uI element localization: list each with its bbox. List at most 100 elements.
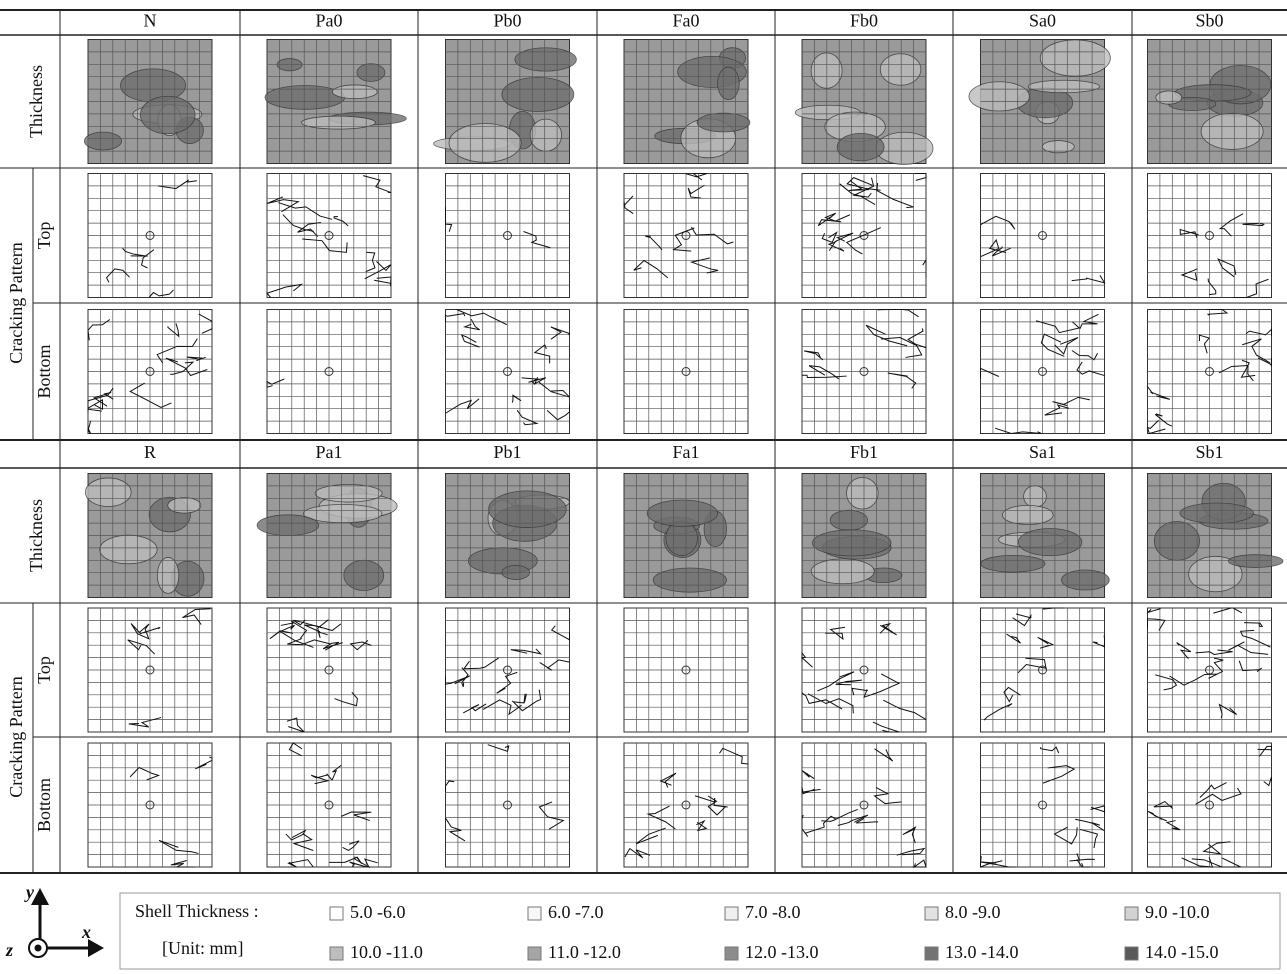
thickness-map bbox=[85, 474, 212, 598]
column-header: Sa0 bbox=[1029, 11, 1056, 31]
legend-label: 13.0 -14.0 bbox=[945, 942, 1019, 962]
contour bbox=[515, 48, 576, 71]
contour bbox=[1154, 521, 1199, 560]
legend-box bbox=[120, 893, 1280, 969]
crack-map bbox=[267, 174, 391, 298]
thickness-map bbox=[446, 474, 570, 598]
contour bbox=[357, 64, 385, 82]
legend-swatch bbox=[925, 907, 938, 920]
contour bbox=[1228, 555, 1282, 568]
column-header: Pa1 bbox=[316, 442, 343, 462]
legend-label: 11.0 -12.0 bbox=[548, 942, 621, 962]
legend-swatch bbox=[925, 947, 938, 960]
contour bbox=[1018, 529, 1082, 556]
contour bbox=[647, 500, 717, 526]
legend-swatch bbox=[330, 907, 343, 920]
thickness-map bbox=[624, 474, 748, 598]
crack-map bbox=[624, 310, 748, 434]
legend-swatch bbox=[1125, 947, 1138, 960]
thickness-map bbox=[795, 40, 933, 165]
legend-label: 7.0 -8.0 bbox=[745, 902, 801, 922]
contour bbox=[344, 560, 384, 590]
thickness-map bbox=[624, 40, 750, 164]
axis-label: x bbox=[81, 922, 91, 942]
contour bbox=[277, 59, 302, 71]
legend-label: 12.0 -13.0 bbox=[745, 942, 819, 962]
crack-map bbox=[1148, 310, 1272, 434]
contour bbox=[302, 116, 376, 129]
thickness-map bbox=[1148, 474, 1283, 598]
legend-swatch bbox=[528, 947, 541, 960]
contour bbox=[876, 132, 933, 164]
column-header: Pa0 bbox=[316, 11, 343, 31]
contour bbox=[1028, 80, 1099, 92]
column-header: Pb1 bbox=[493, 442, 521, 462]
crack-map bbox=[981, 608, 1105, 732]
contour bbox=[1002, 505, 1053, 524]
row-label: Cracking Pattern bbox=[6, 676, 26, 797]
crack-map bbox=[1148, 608, 1272, 732]
legend-swatch bbox=[330, 947, 343, 960]
crack-map bbox=[446, 608, 570, 732]
contour bbox=[653, 568, 726, 592]
crack-map bbox=[88, 174, 212, 298]
crack-map bbox=[981, 174, 1105, 298]
crack-map bbox=[981, 743, 1105, 867]
contour bbox=[1180, 503, 1253, 523]
thickness-map bbox=[265, 40, 406, 164]
axis-label: z bbox=[5, 940, 13, 960]
crack-map bbox=[624, 743, 748, 867]
column-header: Sb1 bbox=[1195, 442, 1223, 462]
row-label: Thickness bbox=[26, 499, 46, 572]
figure: ThicknessCracking PatternTopBottomNPa0Pb… bbox=[0, 0, 1287, 974]
legend-label: 8.0 -9.0 bbox=[945, 902, 1001, 922]
contour bbox=[969, 82, 1029, 111]
legend-swatch bbox=[1125, 907, 1138, 920]
crack-map bbox=[802, 174, 926, 298]
legend-label: 9.0 -10.0 bbox=[1145, 902, 1210, 922]
crack-map bbox=[1148, 743, 1272, 867]
crack-map bbox=[267, 608, 391, 732]
axis-label: y bbox=[24, 882, 35, 902]
thickness-map bbox=[981, 474, 1110, 598]
crack-map bbox=[802, 743, 926, 867]
crack-map bbox=[624, 174, 748, 298]
legend-unit: [Unit: mm] bbox=[162, 938, 244, 958]
thickness-map bbox=[802, 474, 926, 598]
contour bbox=[449, 124, 521, 163]
column-header: Fb1 bbox=[850, 442, 878, 462]
column-header: Sb0 bbox=[1195, 11, 1223, 31]
crack-map bbox=[446, 310, 570, 434]
row-label: Top bbox=[34, 656, 54, 684]
contour bbox=[140, 96, 195, 134]
column-header: Fa0 bbox=[673, 11, 700, 31]
thickness-map bbox=[84, 40, 212, 164]
crack-map bbox=[267, 743, 391, 867]
legend-swatch bbox=[725, 947, 738, 960]
legend-label: 6.0 -7.0 bbox=[548, 902, 604, 922]
column-header: Sa1 bbox=[1029, 442, 1056, 462]
contour bbox=[718, 67, 740, 100]
thickness-map bbox=[257, 474, 397, 598]
contour bbox=[100, 535, 157, 564]
legend-label: 14.0 -15.0 bbox=[1145, 942, 1219, 962]
crack-map bbox=[981, 310, 1105, 434]
contour bbox=[880, 54, 921, 86]
row-label: Bottom bbox=[34, 344, 54, 398]
crack-map bbox=[267, 310, 391, 434]
crack-map bbox=[88, 743, 212, 867]
contour bbox=[837, 133, 884, 160]
column-header: Fa1 bbox=[673, 442, 700, 462]
row-label: Bottom bbox=[34, 778, 54, 832]
contour bbox=[811, 559, 874, 584]
column-header: Pb0 bbox=[493, 11, 521, 31]
contour bbox=[85, 478, 131, 507]
thickness-map bbox=[434, 40, 577, 164]
thickness-map bbox=[1148, 40, 1272, 164]
crack-map bbox=[624, 608, 748, 732]
contour bbox=[489, 491, 567, 528]
column-header: Fb0 bbox=[850, 11, 878, 31]
crack-map bbox=[88, 310, 212, 434]
column-header: R bbox=[144, 442, 156, 462]
thickness-map bbox=[969, 40, 1110, 164]
